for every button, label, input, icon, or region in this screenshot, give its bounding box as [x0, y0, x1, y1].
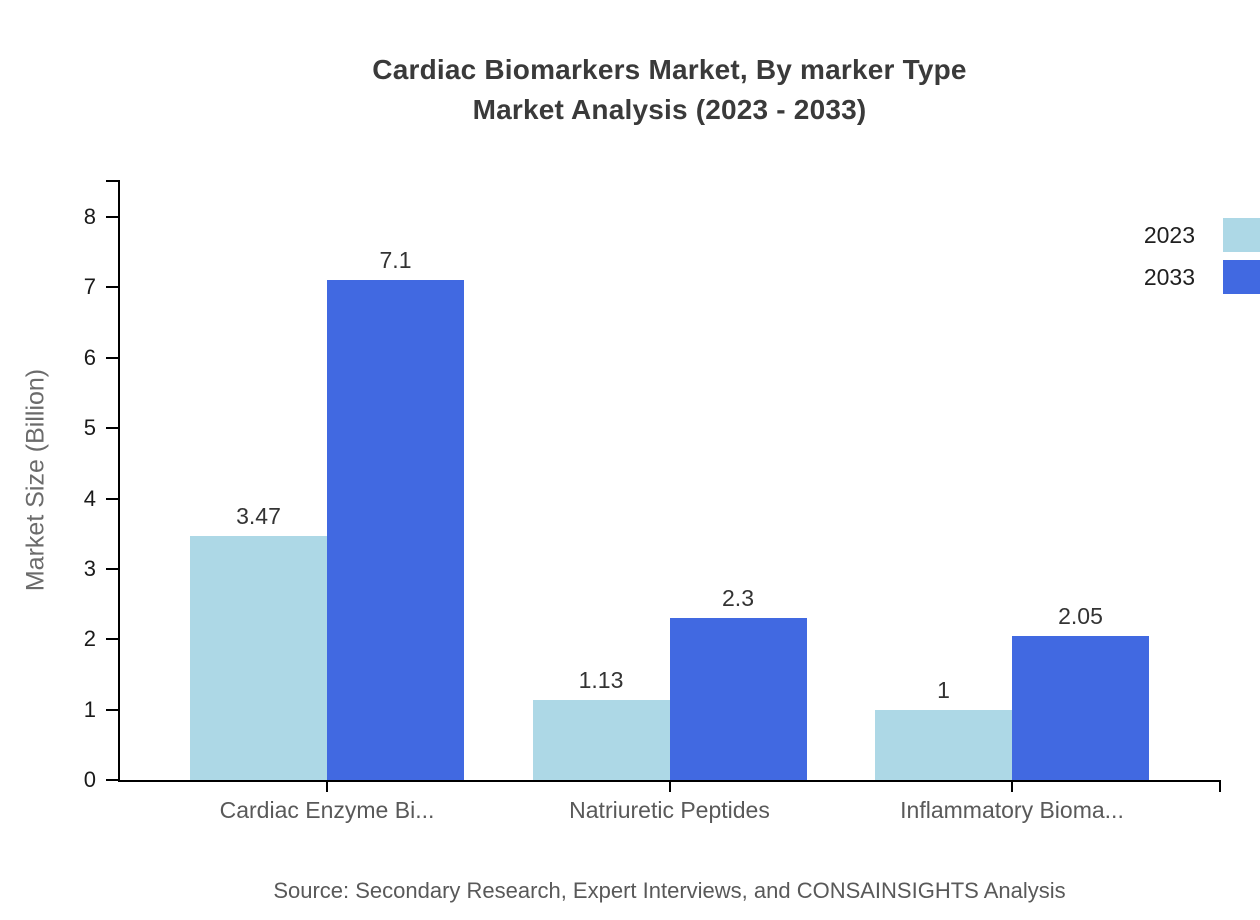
bar-2023-inflammatory-bioma: 1: [875, 677, 1012, 780]
y-axis-line: [118, 180, 120, 780]
y-axis-tick: [106, 567, 118, 570]
y-axis-tick: [106, 779, 118, 781]
chart-title-line-1: Cardiac Biomarkers Market, By marker Typ…: [372, 54, 967, 85]
bar-group-cardiac-enzyme-bi: 3.47 7.1: [190, 247, 464, 780]
chart-title: Cardiac Biomarkers Market, By marker Typ…: [118, 50, 1221, 130]
x-tick-label-natriuretic-peptides: Natriuretic Peptides: [569, 797, 770, 823]
y-tick-label-6: 6: [83, 344, 96, 370]
bar-fill: [669, 618, 807, 780]
bar-fill: [190, 535, 327, 780]
bar-2023-natriuretic-peptides: 1.13: [532, 667, 670, 780]
bar-2033-natriuretic-peptides: 2.3: [669, 585, 807, 780]
y-tick-label-7: 7: [83, 274, 96, 300]
bar-value-label: 1: [937, 676, 950, 703]
x-axis-tick: [1011, 780, 1013, 792]
bar-fill: [327, 280, 464, 780]
y-tick-label-8: 8: [83, 204, 96, 229]
bars-container: 3.47 7.1 1.13 2.3 1 2.05: [118, 217, 1221, 780]
y-tick-label-0: 0: [83, 767, 96, 792]
source-note: Source: Secondary Research, Expert Inter…: [273, 878, 1066, 903]
bar-value-label: 2.05: [1058, 602, 1103, 629]
bar-2033-cardiac-enzyme-bi: 7.1: [327, 247, 464, 780]
legend-item-2033: 2033: [1144, 260, 1260, 294]
y-axis-tick: [106, 708, 118, 711]
legend-swatch-2033: [1223, 260, 1260, 294]
chart-title-line-2: Market Analysis (2023 - 2033): [472, 94, 867, 125]
legend-label-2023: 2023: [1143, 221, 1195, 248]
legend-item-2023: 2023: [1144, 218, 1260, 252]
x-axis-tick: [668, 780, 671, 792]
bar-fill: [1012, 635, 1149, 780]
x-axis-end-cap: [1219, 780, 1221, 792]
x-tick-label-cardiac-enzyme-bi: Cardiac Enzyme Bi...: [219, 797, 435, 823]
y-axis-tick: [106, 638, 118, 641]
legend-label-2033: 2033: [1143, 263, 1195, 290]
bar-value-label: 2.3: [722, 585, 754, 612]
bar-fill: [532, 700, 670, 780]
plot-area: 3.47 7.1 1.13 2.3 1 2.05 0 1 2 3 4 5 6 7 8 Cardiac Enz…: [84, 180, 1221, 823]
y-tick-label-5: 5: [83, 415, 96, 441]
y-tick-label-4: 4: [83, 485, 96, 511]
legend: 2023 2033: [1144, 218, 1260, 302]
y-tick-label-2: 2: [83, 626, 96, 652]
y-axis-tick: [106, 497, 118, 500]
y-axis-tick: [106, 427, 118, 430]
bar-2033-inflammatory-bioma: 2.05: [1012, 603, 1149, 780]
y-tick-label-3: 3: [83, 555, 96, 581]
bar-group-inflammatory-bioma: 1 2.05: [875, 603, 1149, 780]
bar-2023-cardiac-enzyme-bi: 3.47: [190, 503, 327, 780]
x-tick-label-inflammatory-bioma: Inflammatory Bioma...: [900, 797, 1124, 823]
bar-value-label: 3.47: [236, 502, 281, 529]
bar-group-natriuretic-peptides: 1.13 2.3: [532, 585, 807, 780]
y-axis-tick: [106, 286, 118, 289]
y-axis-tick: [106, 356, 118, 359]
y-axis-end-cap: [106, 180, 118, 182]
bar-value-label: 1.13: [578, 667, 624, 694]
y-axis-tick: [106, 216, 118, 218]
x-axis-tick: [326, 780, 328, 792]
bar-fill: [875, 709, 1012, 780]
y-tick-label-1: 1: [83, 696, 96, 722]
legend-swatch-2023: [1223, 218, 1260, 252]
bar-value-label: 7.1: [379, 247, 412, 274]
